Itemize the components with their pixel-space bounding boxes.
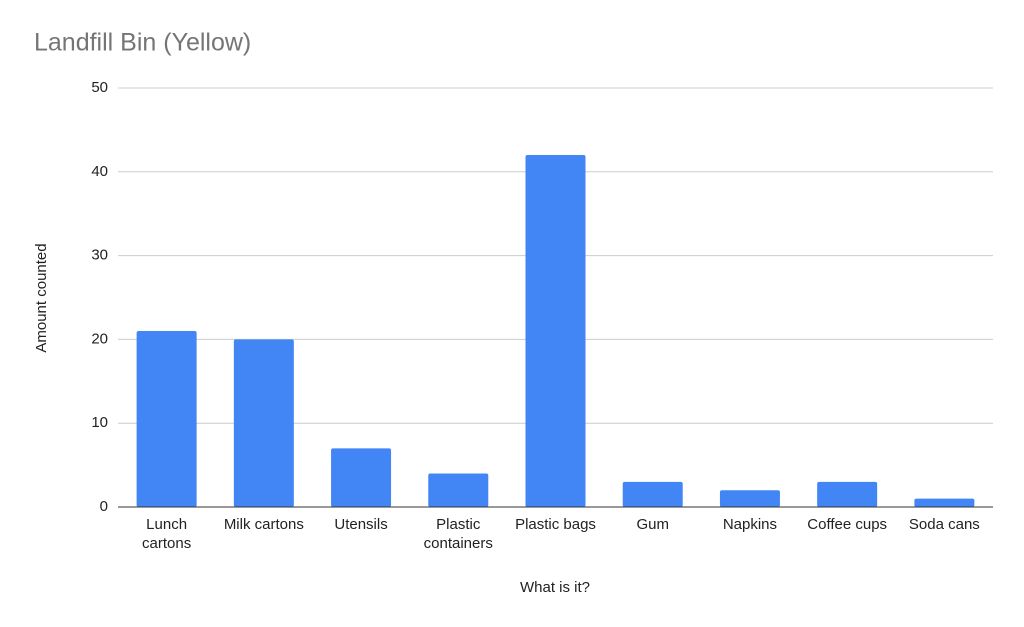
x-tick-label: Soda cans [908, 516, 980, 533]
bar [622, 481, 683, 507]
x-tick-label: Coffee cups [807, 516, 888, 533]
bar [136, 331, 197, 507]
x-tick-label: Utensils [334, 516, 388, 533]
x-tick-label: Gum [636, 516, 669, 533]
bar [331, 448, 392, 507]
bar [233, 339, 294, 507]
bar [428, 473, 489, 507]
bar [719, 490, 780, 507]
x-axis-title: What is it? [520, 579, 590, 596]
y-tick-label: 20 [91, 330, 108, 347]
y-tick-label: 50 [91, 79, 108, 96]
x-tick-label: Plastic containers [423, 516, 493, 552]
bar [817, 481, 878, 507]
x-tick-label: Lunch cartons [142, 516, 192, 552]
y-tick-label: 30 [91, 247, 108, 264]
y-tick-label: 10 [91, 414, 108, 431]
y-axis-title: Amount counted [33, 243, 50, 352]
y-tick-label: 0 [100, 498, 108, 515]
x-tick-label: Plastic bags [515, 516, 596, 533]
bar [914, 498, 975, 507]
chart-title: Landfill Bin (Yellow) [34, 29, 251, 57]
x-tick-label: Milk cartons [223, 516, 304, 533]
y-tick-label: 40 [91, 163, 108, 180]
bar [525, 155, 586, 508]
x-tick-label: Napkins [722, 516, 778, 533]
